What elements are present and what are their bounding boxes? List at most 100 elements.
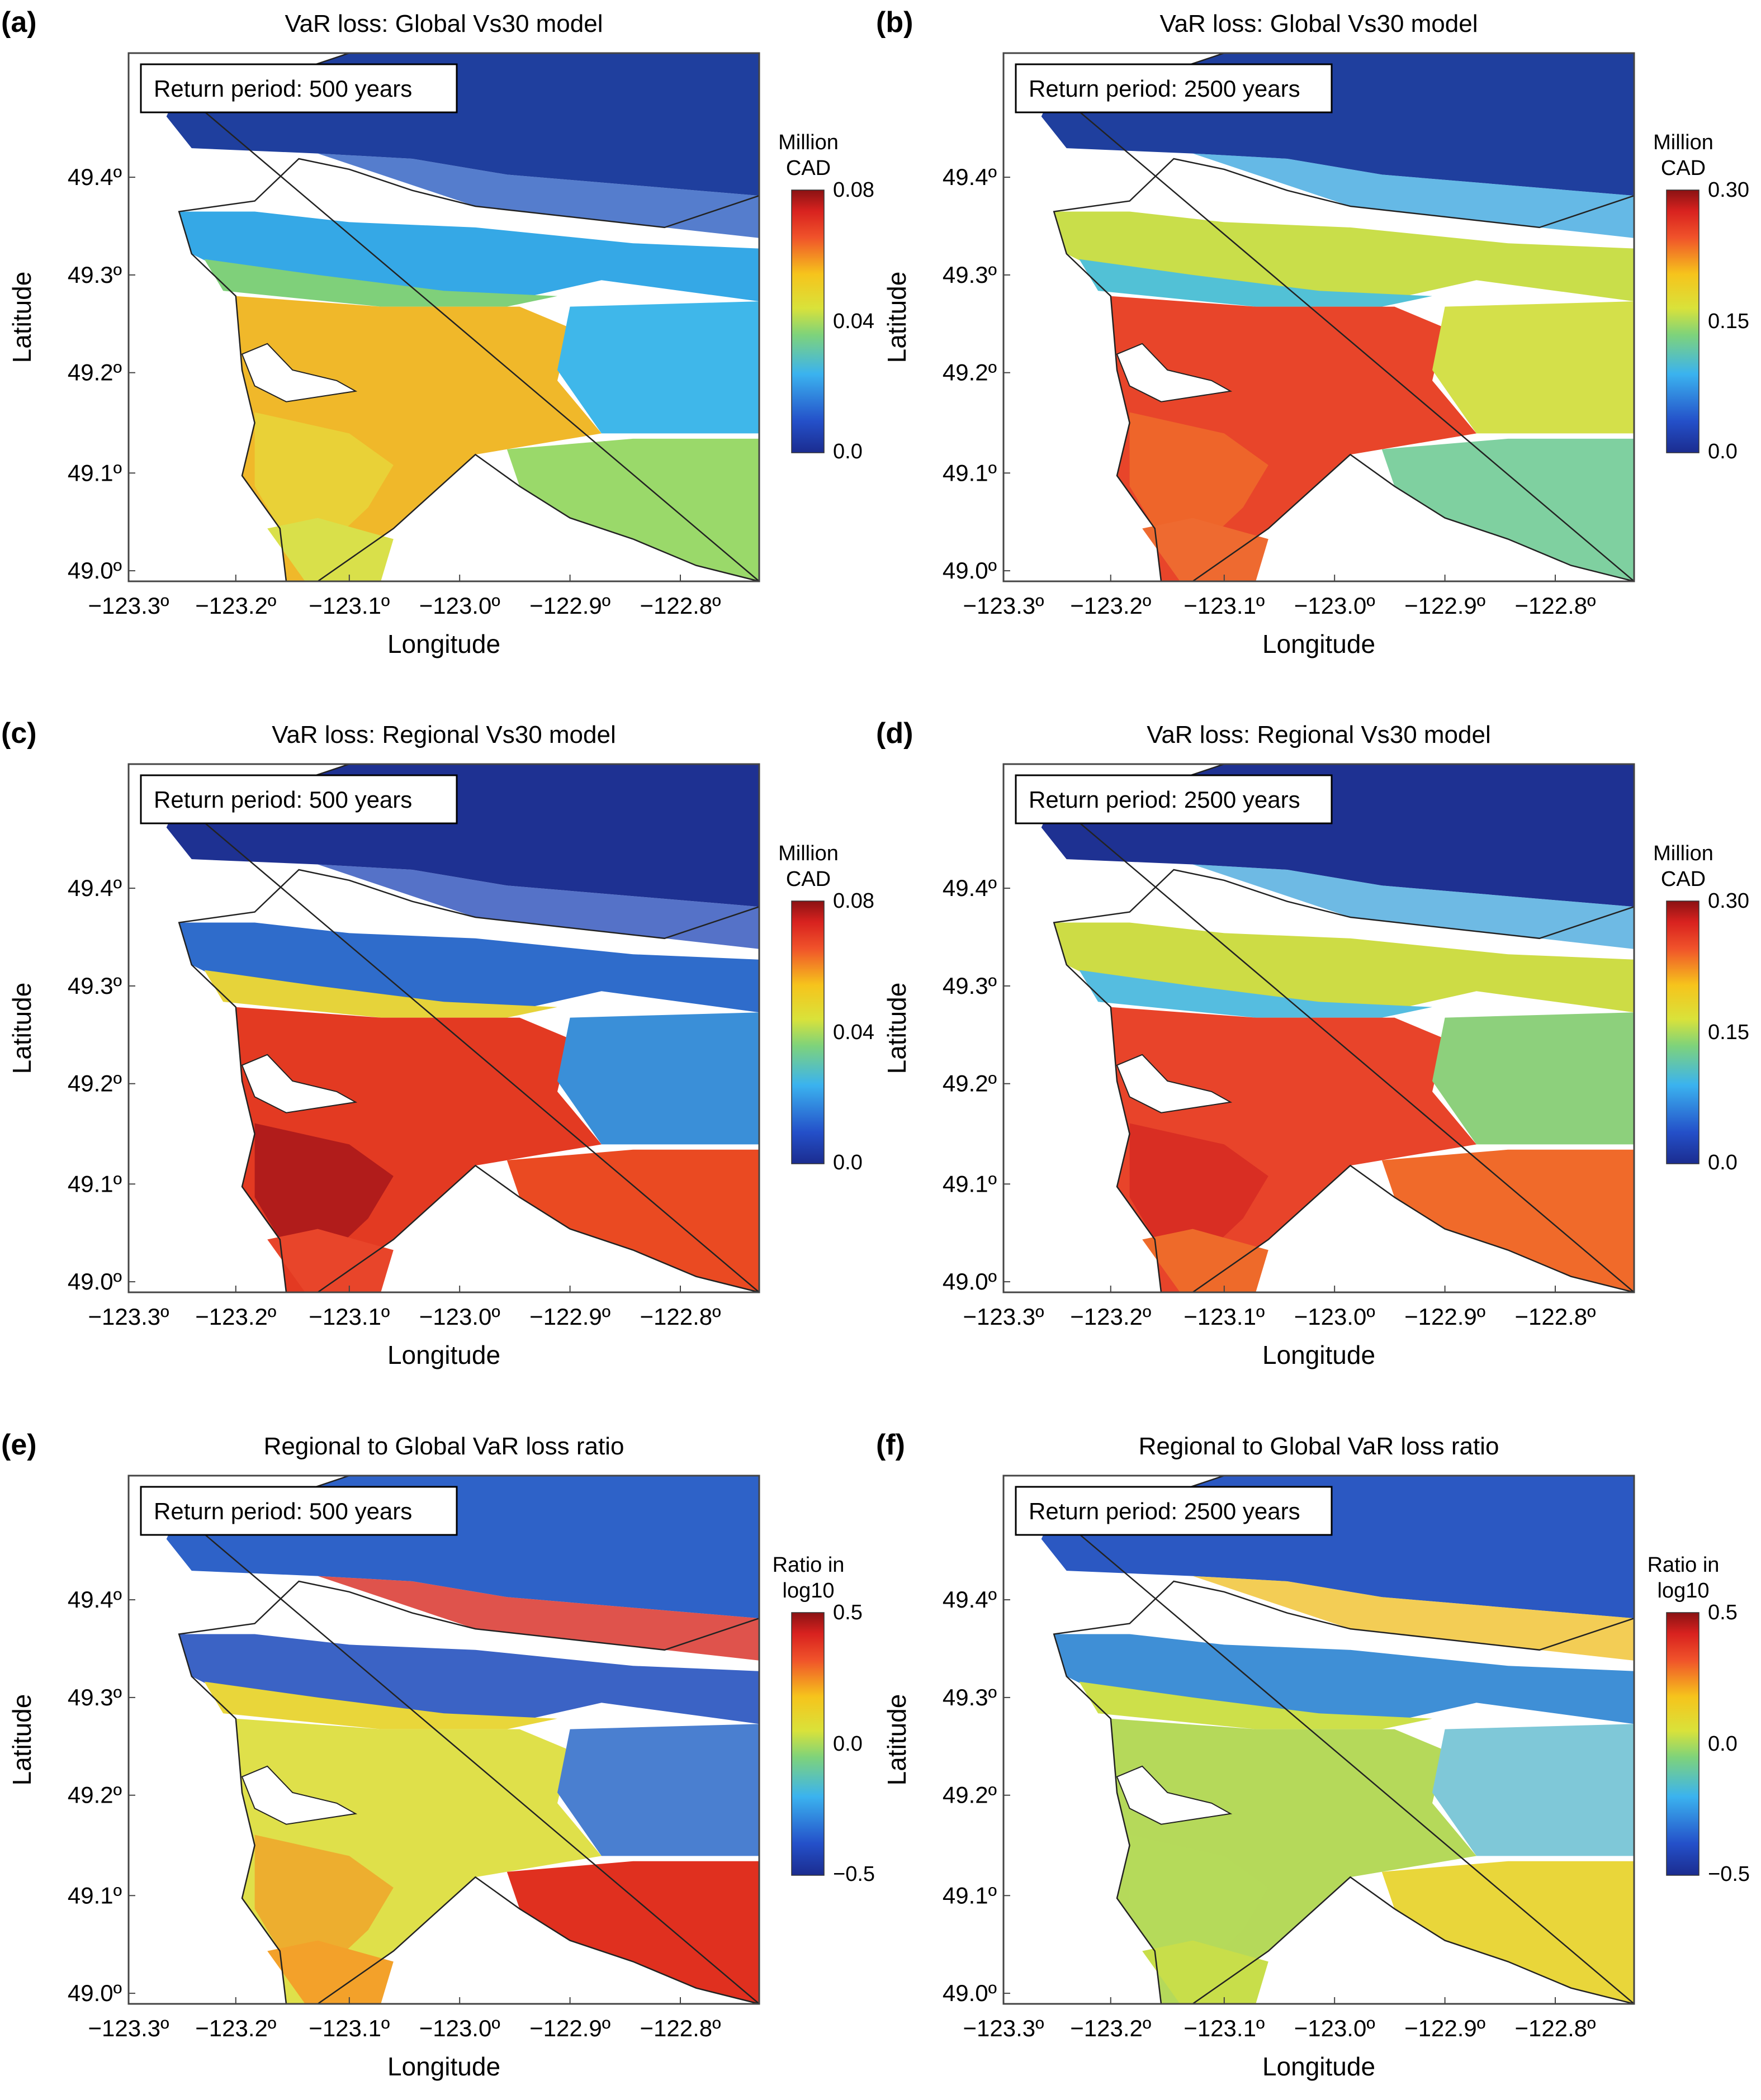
- colorbar: Ratio in log10 0.5 0.0 −0.5: [1648, 1553, 1750, 1886]
- y-tick-label: 49.3º: [943, 1684, 997, 1710]
- colorbar-gradient: [1666, 900, 1700, 1164]
- y-ticks: 49.0º 49.1º 49.2º 49.3º 49.4º: [943, 1586, 997, 2006]
- north-shore-edge: [318, 153, 759, 238]
- southeast-region: [506, 1149, 759, 1292]
- y-tick-label: 49.0º: [943, 557, 997, 584]
- panel-b: (b) VaR loss: Global Vs30 model Return p…: [876, 6, 1749, 658]
- x-tick-label: −123.2º: [195, 1303, 276, 1330]
- x-tick-label: −123.3º: [88, 2015, 169, 2041]
- panel-title: Regional to Global VaR loss ratio: [264, 1433, 624, 1460]
- south-peninsula-region: [267, 1940, 394, 2004]
- colorbar-gradient: [791, 900, 825, 1164]
- colorbar-tick: 0.08: [833, 178, 874, 202]
- coastline: [177, 52, 760, 582]
- annotation-text: Return period: 500 years: [154, 786, 412, 813]
- y-tick-label: 49.4º: [943, 164, 997, 190]
- x-tick-label: −122.9º: [1404, 592, 1485, 619]
- colorbar-title: CAD: [1661, 868, 1706, 891]
- x-tick-label: −123.1º: [1184, 1303, 1265, 1330]
- panel-label: (b): [876, 6, 913, 39]
- southeast-region: [506, 1861, 759, 2004]
- x-tick-label: −123.2º: [1070, 2015, 1151, 2041]
- north-shore-edge: [318, 1576, 759, 1661]
- map-area: [1003, 1475, 1635, 2005]
- north-shore-edge: [1192, 864, 1634, 949]
- annotation-box: [140, 774, 458, 824]
- x-axis-label: Longitude: [1262, 1340, 1375, 1369]
- delta-subregion: [254, 412, 394, 555]
- y-tick-label: 49.1º: [943, 1170, 997, 1197]
- colorbar-title: log10: [783, 1579, 835, 1603]
- panel-label: (a): [1, 6, 37, 39]
- river-channel: [241, 343, 358, 402]
- annotation-box: [1015, 1486, 1333, 1536]
- colorbar-title: Ratio in: [773, 1553, 845, 1577]
- x-axis-label: Longitude: [387, 1340, 500, 1369]
- panel-label: (c): [1, 717, 37, 750]
- delta-subregion: [1129, 1123, 1268, 1266]
- colorbar-tick: 0.5: [1708, 1601, 1738, 1624]
- annotation-text: Return period: 2500 years: [1029, 1498, 1300, 1524]
- east-upland-region: [557, 1724, 759, 1856]
- x-ticks: −123.3º −123.2º −123.1º −123.0º −122.9º …: [88, 592, 721, 619]
- east-upland-region: [1432, 1012, 1634, 1145]
- central-band: [1079, 259, 1432, 307]
- river-channel: [241, 1765, 358, 1825]
- y-tick-label: 49.4º: [943, 1586, 997, 1613]
- x-tick-label: −123.1º: [309, 2015, 390, 2041]
- x-tick-label: −123.3º: [963, 2015, 1044, 2041]
- panel-label: (d): [876, 717, 913, 750]
- y-tick-label: 49.0º: [68, 557, 122, 584]
- south-peninsula-region: [267, 518, 394, 581]
- y-tick-label: 49.4º: [943, 875, 997, 901]
- colorbar-title: CAD: [786, 868, 831, 891]
- south-peninsula-region: [267, 1229, 394, 1292]
- colorbar-tick: 0.0: [1708, 440, 1738, 463]
- y-axis-label: Latitude: [7, 1694, 36, 1786]
- x-tick-label: −122.9º: [1404, 1303, 1485, 1330]
- colorbar-tick: 0.08: [833, 889, 874, 913]
- colorbar-title: Million: [778, 131, 839, 154]
- colorbar: Million CAD 0.30 0.15 0.0: [1653, 842, 1749, 1174]
- plot-frame: [127, 763, 760, 1293]
- x-tick-label: −122.8º: [640, 592, 721, 619]
- colorbar-tick: 0.0: [833, 1151, 863, 1174]
- annotation-text: Return period: 500 years: [154, 75, 412, 102]
- inlet-water: [1167, 159, 1268, 196]
- inlet-water: [292, 870, 394, 907]
- y-tick-label: 49.2º: [943, 359, 997, 386]
- y-axis-label: Latitude: [7, 272, 36, 363]
- y-tick-label: 49.0º: [68, 1980, 122, 2006]
- y-axis-label: Latitude: [882, 983, 911, 1074]
- river-channel: [1116, 1765, 1233, 1825]
- x-tick-label: −122.8º: [640, 2015, 721, 2041]
- plot-frame: [127, 52, 760, 582]
- colorbar-gradient: [791, 189, 825, 453]
- x-axis-label: Longitude: [387, 2052, 500, 2081]
- x-ticks: −123.3º −123.2º −123.1º −123.0º −122.9º …: [963, 1303, 1596, 1330]
- x-tick-label: −122.8º: [640, 1303, 721, 1330]
- colorbar-title: Million: [778, 842, 839, 865]
- southeast-region: [1381, 1149, 1634, 1292]
- colorbar-tick: 0.15: [1708, 310, 1749, 333]
- colorbar-title: Million: [1653, 131, 1713, 154]
- y-tick-label: 49.2º: [943, 1782, 997, 1808]
- x-tick-label: −123.3º: [963, 592, 1044, 619]
- map-area: [129, 52, 760, 582]
- x-tick-label: −123.1º: [309, 592, 390, 619]
- y-tick-label: 49.1º: [68, 1170, 122, 1197]
- annotation-box: [1015, 63, 1333, 113]
- colorbar-tick: 0.04: [833, 310, 874, 333]
- y-axis-label: Latitude: [882, 272, 911, 363]
- colorbar-title: log10: [1658, 1579, 1710, 1603]
- y-tick-label: 49.2º: [943, 1070, 997, 1097]
- southeast-region: [1381, 1861, 1634, 2004]
- colorbar-tick: 0.30: [1708, 178, 1749, 202]
- x-tick-label: −123.0º: [419, 2015, 500, 2041]
- map-area: [1003, 52, 1635, 582]
- x-tick-label: −122.8º: [1515, 1303, 1596, 1330]
- central-band: [204, 1681, 557, 1729]
- coastline: [177, 763, 760, 1293]
- x-tick-label: −122.9º: [529, 2015, 610, 2041]
